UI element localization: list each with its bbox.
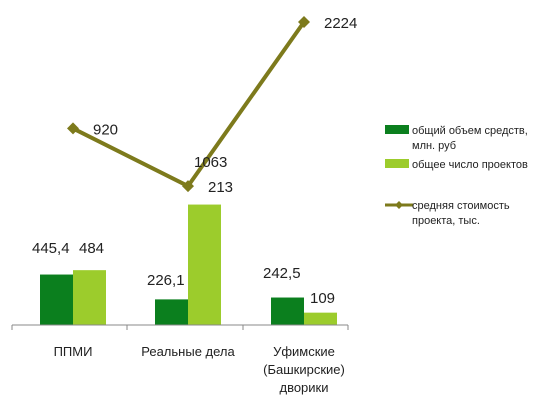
bar-label-s1-c0: 484 <box>79 240 104 257</box>
bar-s1-c1 <box>188 204 221 325</box>
line-label-2: 2224 <box>324 15 357 32</box>
bars-layer <box>40 204 337 325</box>
line-series-path <box>72 20 306 189</box>
bar-s1-c2 <box>304 312 337 325</box>
legend-marker-2 <box>395 201 403 209</box>
line-marker-0 <box>67 122 79 135</box>
bar-label-s0-c0: 445,4 <box>32 240 70 257</box>
line-marker-1 <box>182 180 194 193</box>
legend-swatch-1 <box>385 159 409 168</box>
line-label-1: 213 <box>208 179 233 196</box>
bar-s0-c1 <box>155 299 188 325</box>
bar-s0-c2 <box>271 297 304 325</box>
line-layer <box>67 16 310 193</box>
bar-label-s0-c1: 226,1 <box>147 272 185 289</box>
x-tick-label-2: Уфимские (Башкирские) дворики <box>263 344 345 395</box>
data-labels: 445,4 226,1 242,5 484 1063 109 920 213 2224 <box>32 15 357 307</box>
bar-label-s1-c2: 109 <box>310 290 335 307</box>
legend: общий объем средств, млн. руб общее число … <box>385 125 528 227</box>
legend-label-1: общее число проектов <box>412 159 528 171</box>
bar-label-s1-c1: 1063 <box>194 154 227 171</box>
bar-s1-c0 <box>73 270 106 325</box>
x-axis: ППМИ Реальные дела Уфимские (Башкирские) дво… <box>11 324 349 395</box>
legend-swatch-0 <box>385 125 409 134</box>
bar-s0-c0 <box>40 274 73 325</box>
x-tick-label-1: Реальные дела <box>141 344 235 359</box>
bar-label-s0-c2: 242,5 <box>263 265 301 282</box>
line-marker-2 <box>298 16 310 28</box>
legend-label-2: средняя стоимость проекта, тыс. <box>412 200 510 227</box>
legend-label-0: общий объем средств, млн. руб <box>412 125 528 152</box>
line-label-0: 920 <box>93 121 118 138</box>
x-tick-label-0: ППМИ <box>54 344 93 359</box>
